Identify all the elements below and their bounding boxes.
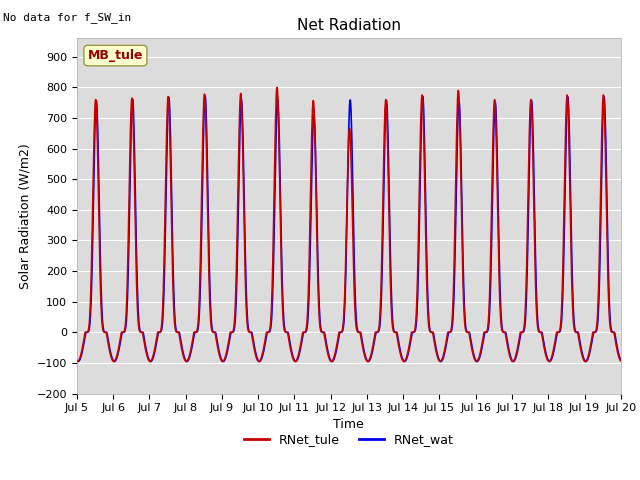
Title: Net Radiation: Net Radiation [297, 18, 401, 33]
Y-axis label: Solar Radiation (W/m2): Solar Radiation (W/m2) [18, 143, 31, 289]
Legend: RNet_tule, RNet_wat: RNet_tule, RNet_wat [239, 428, 459, 451]
X-axis label: Time: Time [333, 418, 364, 431]
Text: MB_tule: MB_tule [88, 49, 143, 62]
Text: No data for f_SW_in: No data for f_SW_in [3, 12, 131, 23]
